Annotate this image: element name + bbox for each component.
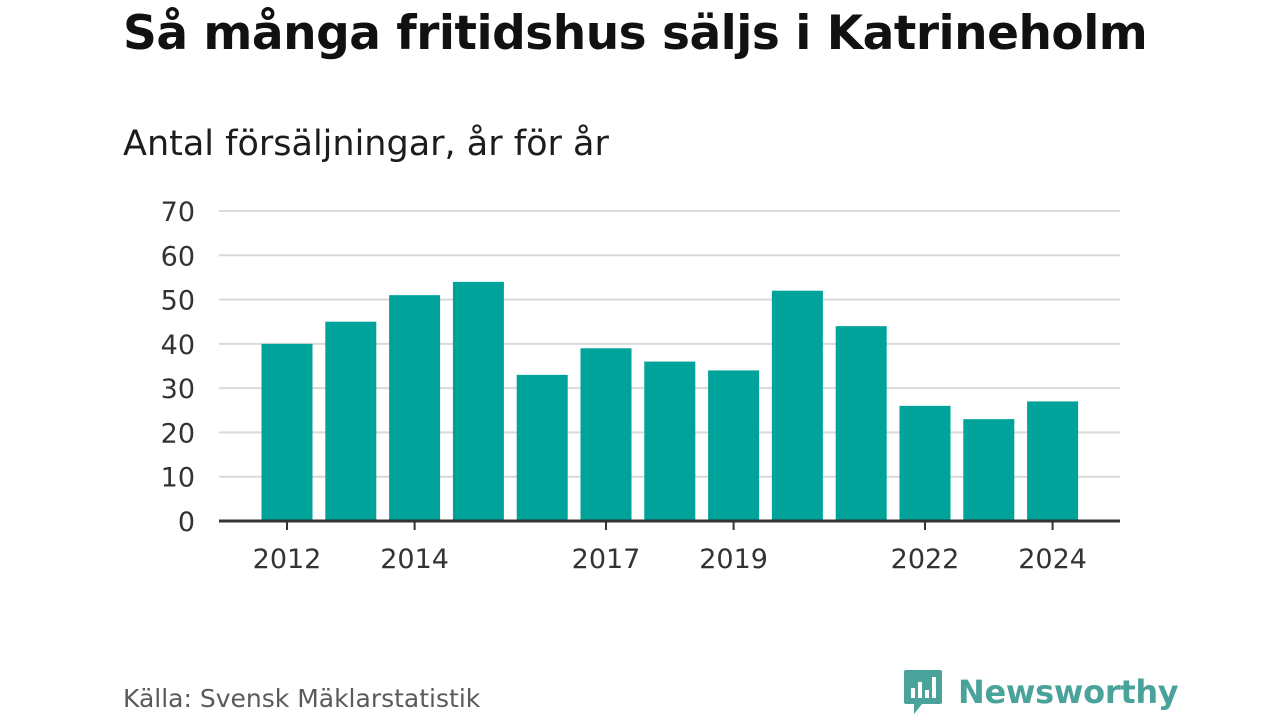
y-tick-label: 50 [161, 286, 195, 317]
bar-2012 [261, 343, 313, 521]
bar-2018 [644, 361, 696, 521]
y-tick-label: 20 [161, 418, 195, 449]
bar-chart-speech-bubble-icon [904, 670, 942, 714]
source-note: Källa: Svensk Mäklarstatistik [123, 684, 481, 713]
bar-chart: 0 10 20 30 40 50 60 70 2012 2014 2017 2019 2022 2024 [161, 197, 1120, 575]
x-tick-label: 2014 [380, 544, 449, 575]
bar-2024 [1027, 401, 1079, 521]
bar-2016 [516, 374, 568, 521]
bar-2017 [580, 348, 632, 521]
x-tick-label: 2019 [699, 544, 768, 575]
bar-2021 [835, 326, 887, 521]
bar-2020 [771, 290, 823, 521]
bar-2013 [325, 321, 377, 521]
bar-2023 [963, 419, 1015, 521]
chart-title: Så många fritidshus säljs i Katrineholm [123, 6, 1148, 61]
y-tick-label: 30 [161, 374, 195, 405]
brand-name: Newsworthy [958, 673, 1179, 711]
bar-2019 [708, 370, 760, 521]
y-tick-label: 0 [178, 507, 195, 538]
y-tick-label: 10 [161, 463, 195, 494]
x-tick-label: 2022 [891, 544, 960, 575]
x-tick-label: 2012 [253, 544, 322, 575]
x-tick-label: 2024 [1018, 544, 1087, 575]
bar-2015 [452, 281, 504, 521]
bar-2014 [389, 295, 441, 521]
y-tick-label: 40 [161, 330, 195, 361]
brand-logo: Newsworthy [902, 668, 1179, 716]
y-tick-label: 70 [161, 197, 195, 228]
chart-subtitle: Antal försäljningar, år för år [123, 124, 609, 164]
bar-2022 [899, 405, 951, 521]
y-tick-label: 60 [161, 241, 195, 272]
x-tick-label: 2017 [572, 544, 641, 575]
